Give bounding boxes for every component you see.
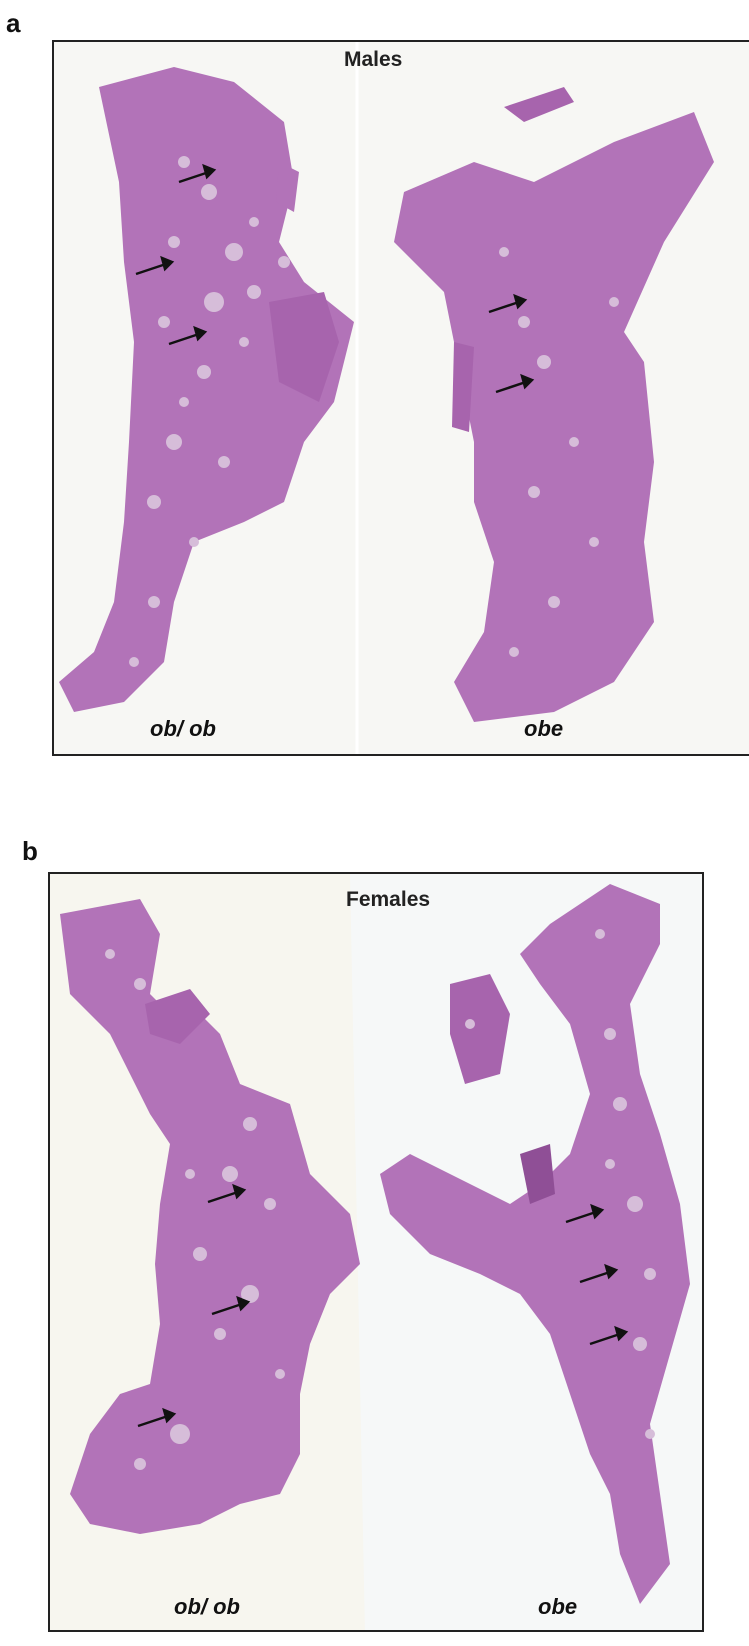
panel-a-micrograph	[54, 42, 749, 756]
panel-a-left-label: ob/ ob	[150, 716, 216, 742]
panel-b-right-label: obe	[538, 1594, 577, 1620]
panel-a-image: Males ob/ ob obe	[52, 40, 749, 756]
panel-b-title: Females	[346, 888, 430, 912]
panel-b-letter: b	[22, 836, 38, 867]
panel-a-right-label: obe	[524, 716, 563, 742]
panel-a-letter: a	[6, 8, 20, 39]
panel-b-micrograph	[50, 874, 704, 1632]
panel-b-left-label: ob/ ob	[174, 1594, 240, 1620]
panel-b-image: Females ob/ ob obe	[48, 872, 704, 1632]
panel-a-title: Males	[344, 48, 402, 72]
